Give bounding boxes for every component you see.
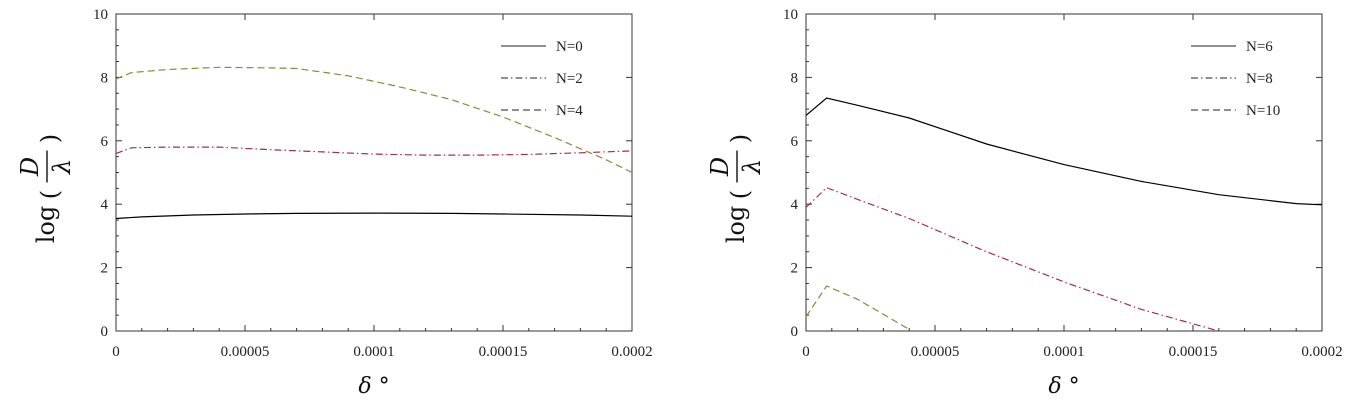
x-tick-label: 0.00015 (1169, 344, 1218, 360)
y-tick-label: 2 (101, 261, 109, 277)
series-line-n-10 (806, 285, 910, 330)
x-axis-label: δ ° (358, 374, 389, 399)
y-axis-label-num: D (706, 157, 734, 177)
y-axis-label-paren-open: ( (36, 190, 64, 199)
series-line-n-4 (116, 66, 632, 174)
x-tick-label: 0.0002 (611, 344, 652, 360)
legend-label: N=2 (556, 71, 583, 87)
y-axis-label: log ( D λ) (16, 134, 76, 243)
x-tick-label: 0.0001 (1043, 344, 1084, 360)
y-tick-label: 10 (783, 7, 798, 23)
y-axis-label-num: D (16, 157, 44, 177)
y-axis-label-paren-close: ) (726, 134, 754, 143)
y-tick-label: 8 (101, 70, 109, 86)
chart-left: 0 2 4 6 8 10 0 0.00005 0.0001 0.00015 0.0002 N=0 N=2… (16, 7, 653, 399)
series-line-n-2 (116, 146, 632, 156)
y-axis-label-paren-close: ) (36, 134, 64, 143)
plot-frame (115, 13, 633, 332)
y-tick-label: 2 (791, 261, 799, 277)
x-tick-label: 0 (802, 344, 810, 360)
y-tick-label: 0 (101, 324, 109, 340)
y-tick-label: 0 (791, 324, 799, 340)
legend-label: N=0 (556, 39, 583, 55)
series-line-n-8 (806, 187, 1219, 331)
x-tick-label: 0 (112, 344, 120, 360)
series-line-n-6 (806, 97, 1322, 206)
x-tick-label: 0.0002 (1301, 344, 1342, 360)
y-axis-label-den: λ (48, 159, 76, 175)
y-tick-label: 6 (791, 134, 799, 150)
x-tick-label: 0.0001 (353, 344, 394, 360)
y-axis-label-paren-open: ( (726, 190, 754, 199)
legend-label: N=10 (1246, 103, 1280, 119)
x-tick-label: 0.00005 (221, 344, 270, 360)
y-tick-label: 4 (101, 197, 109, 213)
legend-label: N=8 (1246, 71, 1273, 87)
y-tick-label: 10 (93, 7, 108, 23)
y-axis-label: log ( D λ) (706, 134, 766, 243)
series-line-n-0 (116, 212, 632, 220)
chart-right: 0 2 4 6 8 10 0 0.00005 0.0001 0.00015 0.0002 N=6 N=8… (706, 7, 1343, 399)
y-tick-label: 4 (791, 197, 799, 213)
y-axis-label-fn: log (722, 206, 750, 244)
y-axis-label-den: λ (738, 159, 766, 175)
y-tick-label: 6 (101, 134, 109, 150)
x-axis-label: δ ° (1048, 374, 1079, 399)
legend-label: N=6 (1246, 39, 1273, 55)
plot-frame (805, 13, 1323, 332)
x-tick-label: 0.00005 (911, 344, 960, 360)
legend-label: N=4 (556, 103, 583, 119)
x-tick-label: 0.00015 (479, 344, 528, 360)
y-tick-label: 8 (791, 70, 799, 86)
y-axis-label-fn: log (32, 206, 60, 244)
